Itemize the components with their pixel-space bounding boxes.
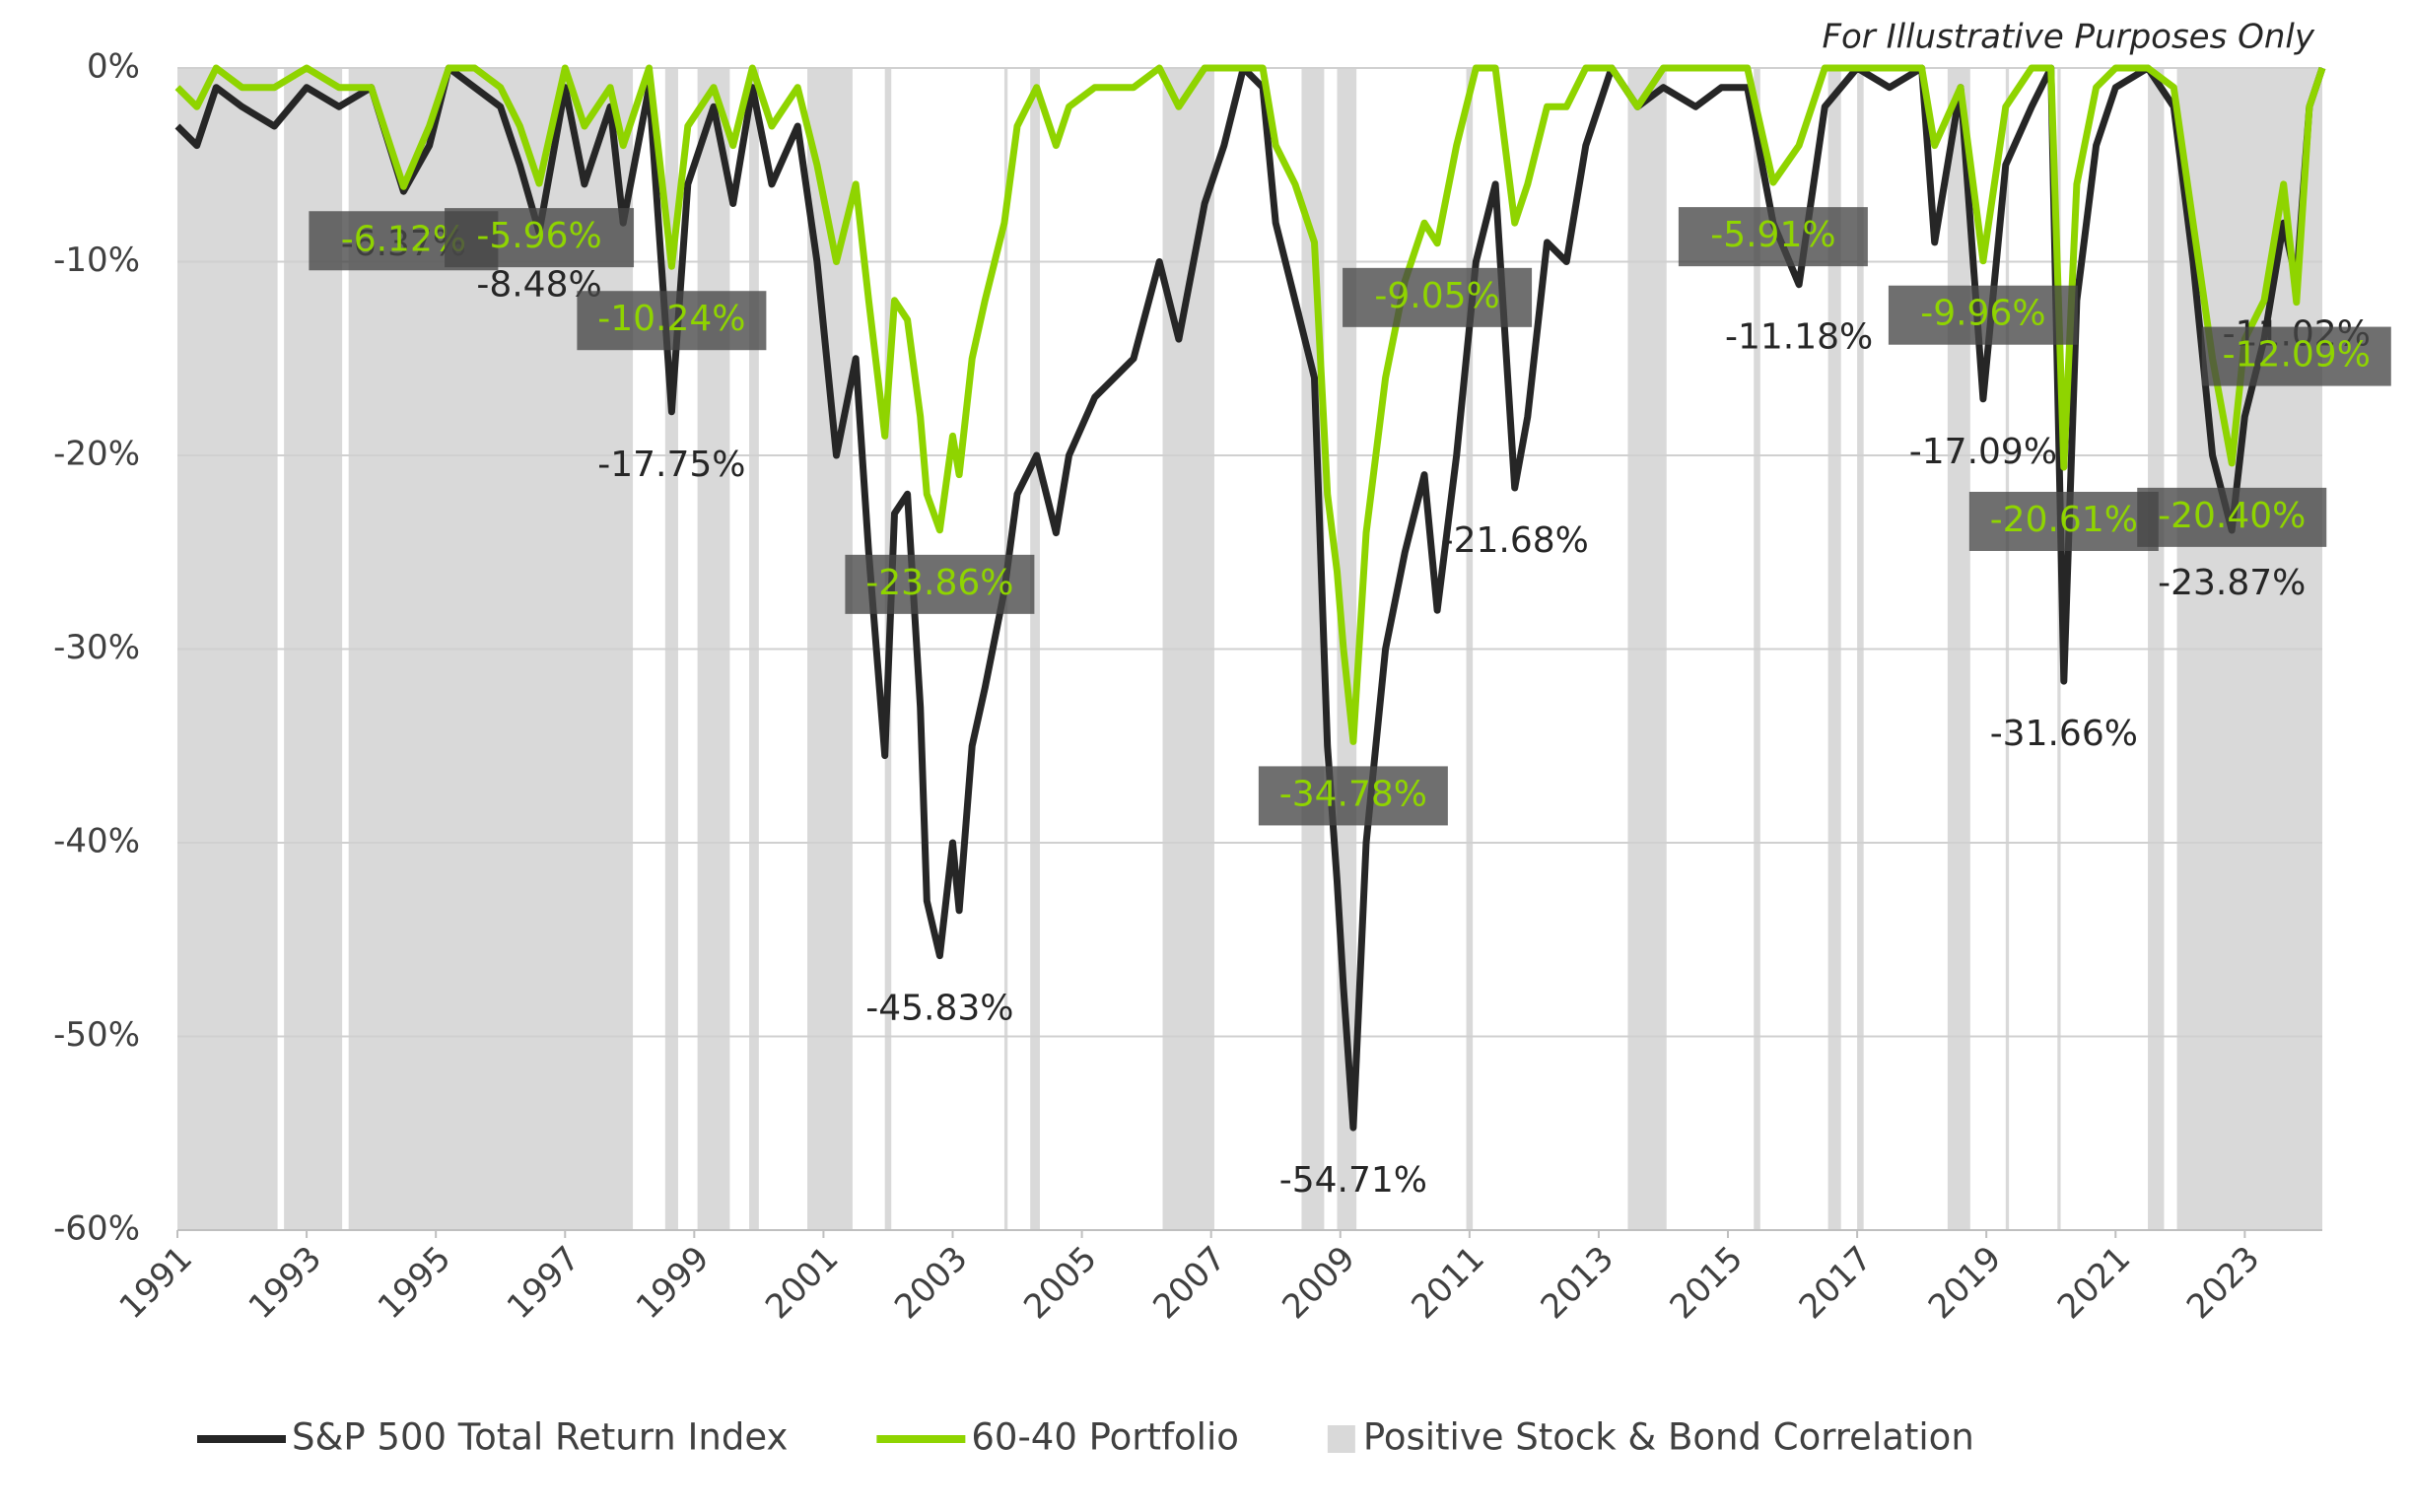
- x-tick-label: 1995: [371, 1239, 458, 1327]
- x-tick-label: 2023: [2179, 1239, 2267, 1327]
- x-tick-label: 2015: [1663, 1239, 1751, 1327]
- annotation-box: [1888, 285, 2078, 345]
- x-tick-label: 2013: [1534, 1239, 1621, 1327]
- annotation-label: -17.75%: [597, 445, 745, 485]
- annotation-box: [577, 291, 767, 351]
- y-tick-label: 0%: [87, 47, 140, 87]
- annotation-label: -20.40%: [2158, 496, 2306, 536]
- x-tick-label: 2005: [1016, 1239, 1104, 1327]
- annotation-label: -9.96%: [1920, 294, 2045, 334]
- y-tick-label: -60%: [53, 1209, 140, 1249]
- series-line: [174, 64, 2326, 1132]
- x-tick-label: 2019: [1921, 1239, 2009, 1327]
- legend-label: 60-40 Portfolio: [971, 1416, 1238, 1459]
- annotation-label: -17.09%: [1909, 432, 2057, 472]
- x-tick-label: 2009: [1275, 1239, 1362, 1327]
- legend-label: S&P 500 Total Return Index: [292, 1416, 788, 1459]
- annotation-label: -12.09%: [2223, 335, 2371, 376]
- annotation-label: -5.96%: [476, 216, 601, 256]
- x-tick-label: 2017: [1792, 1239, 1880, 1327]
- annotation-label: -5.91%: [1710, 215, 1835, 255]
- annotation-box: [1343, 267, 1533, 327]
- annotation-box: [1258, 766, 1448, 826]
- annotation-box: [1678, 207, 1868, 267]
- annotation-label: -21.68%: [1441, 520, 1589, 561]
- annotation-label: -23.86%: [865, 563, 1013, 603]
- annotation-label: -11.18%: [1725, 317, 1873, 358]
- y-tick-label: -10%: [53, 241, 140, 280]
- legend-swatch: [1327, 1425, 1355, 1453]
- x-tick-label: 1993: [241, 1239, 329, 1327]
- annotation-label: -45.83%: [865, 989, 1013, 1029]
- annotation-box: [2137, 487, 2327, 547]
- annotation-box: [1968, 491, 2159, 551]
- x-tick-label: 1997: [500, 1239, 587, 1327]
- x-tick-label: 1999: [629, 1239, 717, 1327]
- annotation-label: -34.78%: [1279, 774, 1427, 814]
- series-line: [174, 64, 2326, 745]
- x-tick-label: 2011: [1404, 1239, 1491, 1327]
- annotation-box: [445, 208, 635, 268]
- x-tick-label: 2001: [758, 1239, 846, 1327]
- x-tick-label: 1991: [112, 1239, 200, 1327]
- annotation-label: -31.66%: [1990, 714, 2138, 754]
- y-tick-label: -30%: [53, 628, 140, 667]
- annotation-label: -23.87%: [2158, 563, 2306, 603]
- annotation-box: [845, 554, 1035, 614]
- annotation-box: [2201, 326, 2391, 386]
- x-tick-label: 2003: [887, 1239, 975, 1327]
- annotation-label: -54.71%: [1279, 1160, 1427, 1201]
- y-tick-label: -20%: [53, 435, 140, 474]
- x-tick-label: 2007: [1145, 1239, 1233, 1327]
- annotation-label: -20.61%: [1990, 500, 2138, 540]
- legend-label: Positive Stock & Bond Correlation: [1363, 1416, 1974, 1459]
- y-tick-label: -40%: [53, 822, 140, 861]
- chart-subtitle: For Illustrative Purposes Only: [1822, 18, 2314, 57]
- x-tick-label: 2021: [2050, 1239, 2138, 1327]
- y-tick-label: -50%: [53, 1015, 140, 1055]
- annotation-label: -9.05%: [1374, 276, 1499, 316]
- annotation-label: -10.24%: [597, 299, 745, 339]
